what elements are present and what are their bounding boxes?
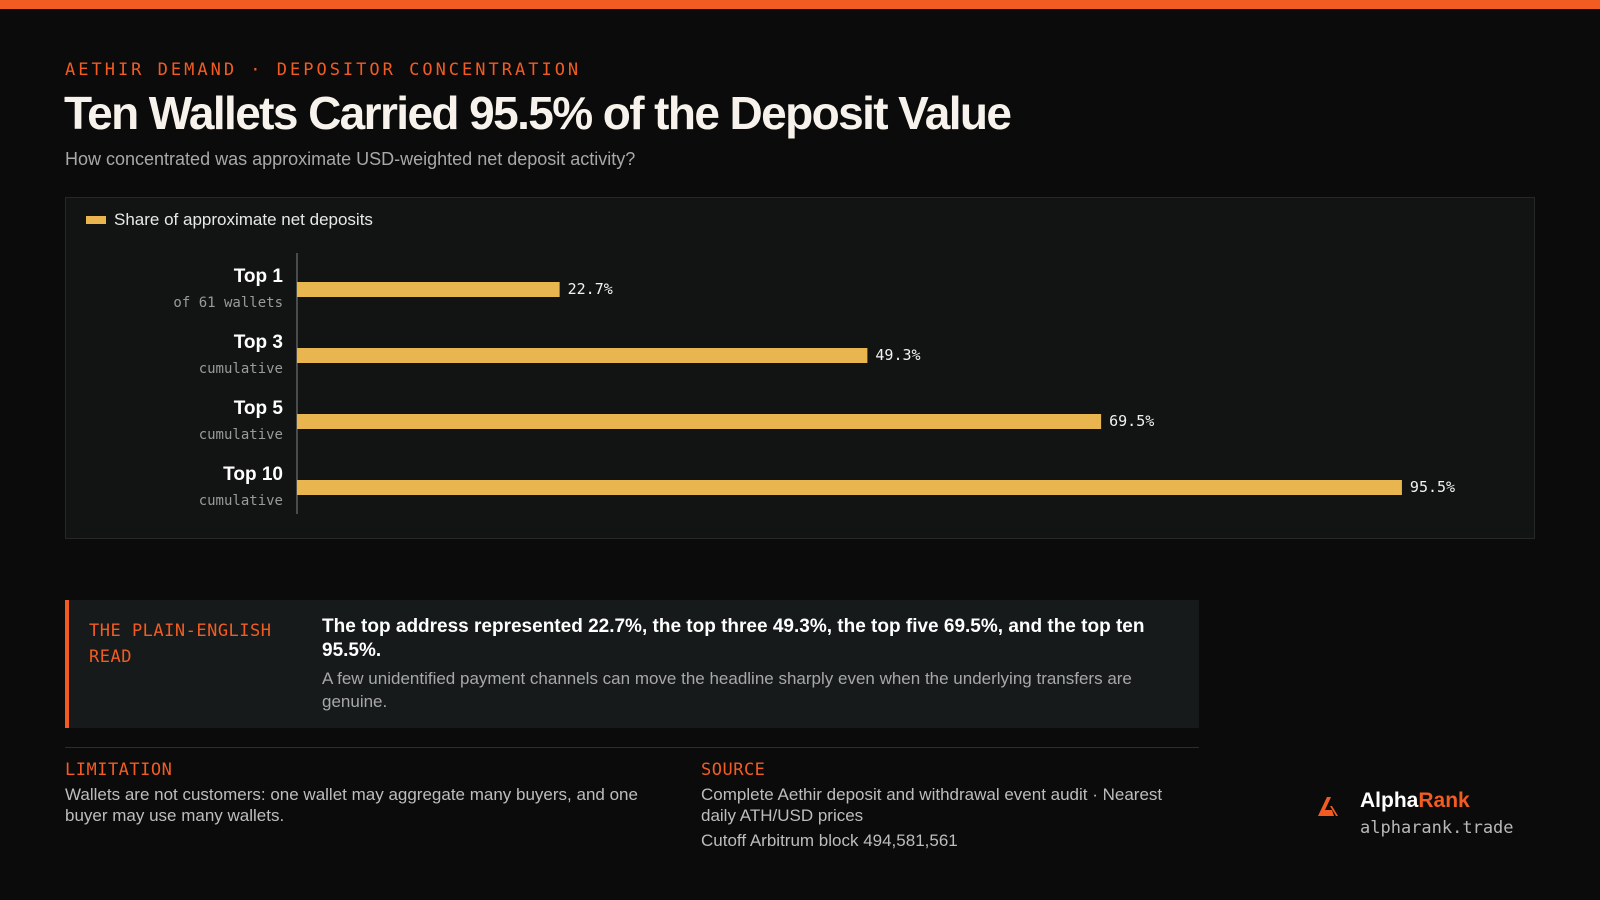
read-headline: The top address represented 22.7%, the t… [322, 616, 1145, 661]
page-title: Ten Wallets Carried 95.5% of the Deposit… [64, 87, 1012, 139]
bar-value-label: 95.5% [1410, 478, 1455, 496]
footer-divider [65, 747, 1199, 748]
brand-name-part1: Alpha [1360, 789, 1419, 812]
bar [297, 348, 868, 363]
brand-name-part2: Rank [1418, 789, 1470, 812]
limitation-label: LIMITATION [65, 760, 173, 780]
legend-swatch [86, 216, 106, 224]
read-label: THE PLAIN-ENGLISH READ [89, 621, 272, 667]
legend-label: Share of approximate net deposits [114, 210, 373, 229]
read-body: A few unidentified payment channels can … [322, 669, 1132, 711]
bar-value-label: 22.7% [568, 280, 613, 298]
chart-panel: Share of approximate net deposits 22.7% T… [65, 197, 1535, 539]
category-note: cumulative [199, 361, 283, 377]
chart-legend: Share of approximate net deposits [86, 210, 373, 230]
plain-english-read-box: THE PLAIN-ENGLISH READ The top address r… [65, 600, 1199, 728]
category-label: Top 10 [223, 464, 283, 485]
bar [297, 414, 1102, 429]
bar [297, 282, 560, 297]
bar-chart: 22.7% Top 1 of 61 wallets 49.3% Top 3 cumulat… [173, 253, 1455, 514]
category-note: of 61 wallets [173, 295, 283, 311]
alpharank-logo-icon [1318, 797, 1338, 816]
category-label: Top 5 [234, 398, 284, 419]
category-label: Top 1 [234, 266, 284, 287]
source-cutoff: Cutoff Arbitrum block 494,581,561 [701, 831, 958, 850]
top-accent-bar [0, 0, 1600, 9]
source-text: Complete Aethir deposit and withdrawal e… [701, 785, 1163, 825]
brand-name: AlphaRank [1360, 789, 1470, 813]
page-subtitle: How concentrated was approximate USD-wei… [65, 149, 636, 169]
bar [297, 480, 1402, 495]
category-note: cumulative [199, 427, 283, 443]
bar-value-label: 69.5% [1109, 412, 1154, 430]
brand-url: alpharank.trade [1360, 818, 1514, 838]
bar-value-label: 49.3% [875, 346, 920, 364]
limitation-text: Wallets are not customers: one wallet ma… [65, 785, 638, 825]
kicker: AETHIR DEMAND · DEPOSITOR CONCENTRATION [65, 60, 582, 80]
category-label: Top 3 [234, 332, 283, 353]
source-label: SOURCE [701, 760, 766, 780]
category-note: cumulative [199, 493, 283, 509]
